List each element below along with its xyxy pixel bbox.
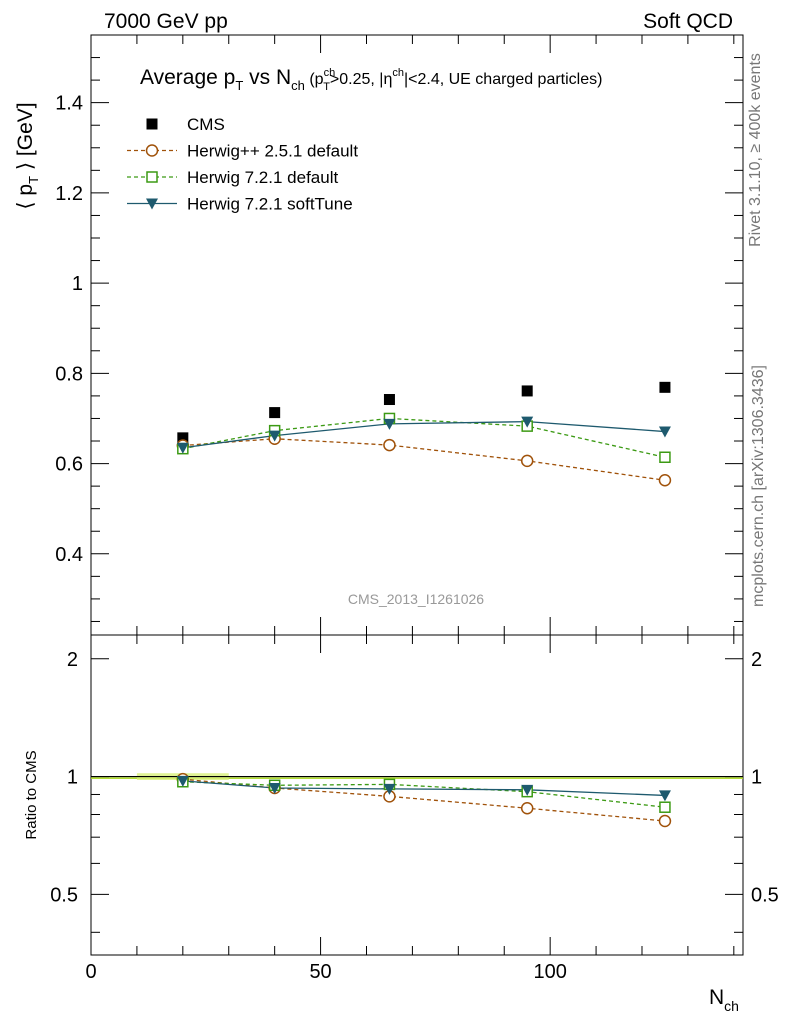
legend-marker (146, 118, 158, 130)
ratio-y-tick-label-right: 1 (751, 767, 762, 789)
rivet-label: Rivet 3.1.10, ≥ 400k events (747, 53, 764, 247)
x-tick-label: 50 (309, 961, 331, 983)
header-left: 7000 GeV pp (104, 10, 228, 33)
plot-title: Average pT vs Nch (pch T>0.25, |ηch|<2.4,… (140, 66, 602, 93)
series-line-3 (182, 780, 665, 797)
ratio-y-tick-label-right: 0.5 (751, 884, 779, 906)
ratio-y-tick-label: 2 (67, 649, 78, 671)
x-axis-label: Nch (709, 986, 739, 1014)
series-point-3 (658, 426, 671, 438)
series-point-0 (521, 385, 533, 397)
series-point-3 (521, 784, 534, 796)
y-tick-label: 0.8 (55, 363, 83, 385)
ratio-y-axis-label: Ratio to CMS (23, 750, 40, 839)
series-line-2 (182, 417, 666, 458)
series-point-2 (659, 801, 671, 813)
series-point-0 (383, 394, 395, 406)
mcplots-label: mcplots.cern.ch [arXiv:1306.3436] (750, 365, 767, 607)
analysis-id: CMS_2013_I1261026 (348, 591, 484, 607)
ratio-y-tick-label-right: 2 (751, 649, 762, 671)
ratio-series-group (176, 772, 672, 828)
series-point-0 (269, 407, 281, 419)
legend-marker (146, 171, 158, 183)
y-tick-label: 0.4 (55, 544, 83, 566)
legend: CMS Herwig++ 2.5.1 default Herwig 7.2.1 de… (127, 115, 358, 214)
series-point-3 (658, 790, 671, 802)
series-point-1 (520, 454, 534, 468)
legend-label: Herwig++ 2.5.1 default (187, 142, 358, 161)
series-point-1 (658, 814, 672, 828)
series-point-0 (177, 432, 189, 444)
ratio-y-tick-label: 1 (67, 767, 78, 789)
series-point-3 (521, 416, 534, 428)
series-point-3 (383, 418, 396, 430)
series-point-3 (383, 783, 396, 795)
legend-marker (146, 198, 158, 210)
y-tick-label: 1.4 (55, 93, 83, 115)
x-tick-label: 100 (533, 961, 566, 983)
series-point-3 (268, 782, 281, 794)
y-axis-label: ⟨ pT ⟩ [GeV] (14, 102, 41, 209)
axis-ticks: 0 50 100 0.4 0.6 0.8 1 1.2 1.4 0.5 0.5 1 1 2 2 (50, 35, 779, 983)
series-point-1 (520, 801, 534, 815)
main-series-group (176, 381, 672, 487)
series-line-1 (182, 778, 666, 822)
ratio-plot-frame (90, 634, 744, 956)
legend-label: Herwig 7.2.1 softTune (187, 195, 353, 214)
series-point-2 (659, 451, 671, 464)
series-point-3 (176, 775, 189, 787)
legend-label: CMS (187, 115, 225, 134)
legend-marker (145, 144, 159, 157)
y-tick-label: 0.6 (55, 454, 83, 476)
series-point-1 (383, 438, 396, 452)
series-point-3 (268, 430, 281, 442)
series-line-1 (182, 438, 666, 481)
series-point-3 (176, 442, 189, 454)
header-right: Soft QCD (643, 10, 733, 33)
legend-label: Herwig 7.2.1 default (187, 168, 338, 187)
series-point-0 (659, 381, 671, 393)
y-tick-label: 1 (72, 273, 83, 295)
ratio-y-tick-label: 0.5 (50, 884, 78, 906)
series-point-1 (658, 474, 672, 487)
x-tick-label: 0 (85, 961, 96, 983)
y-tick-label: 1.2 (55, 183, 83, 205)
